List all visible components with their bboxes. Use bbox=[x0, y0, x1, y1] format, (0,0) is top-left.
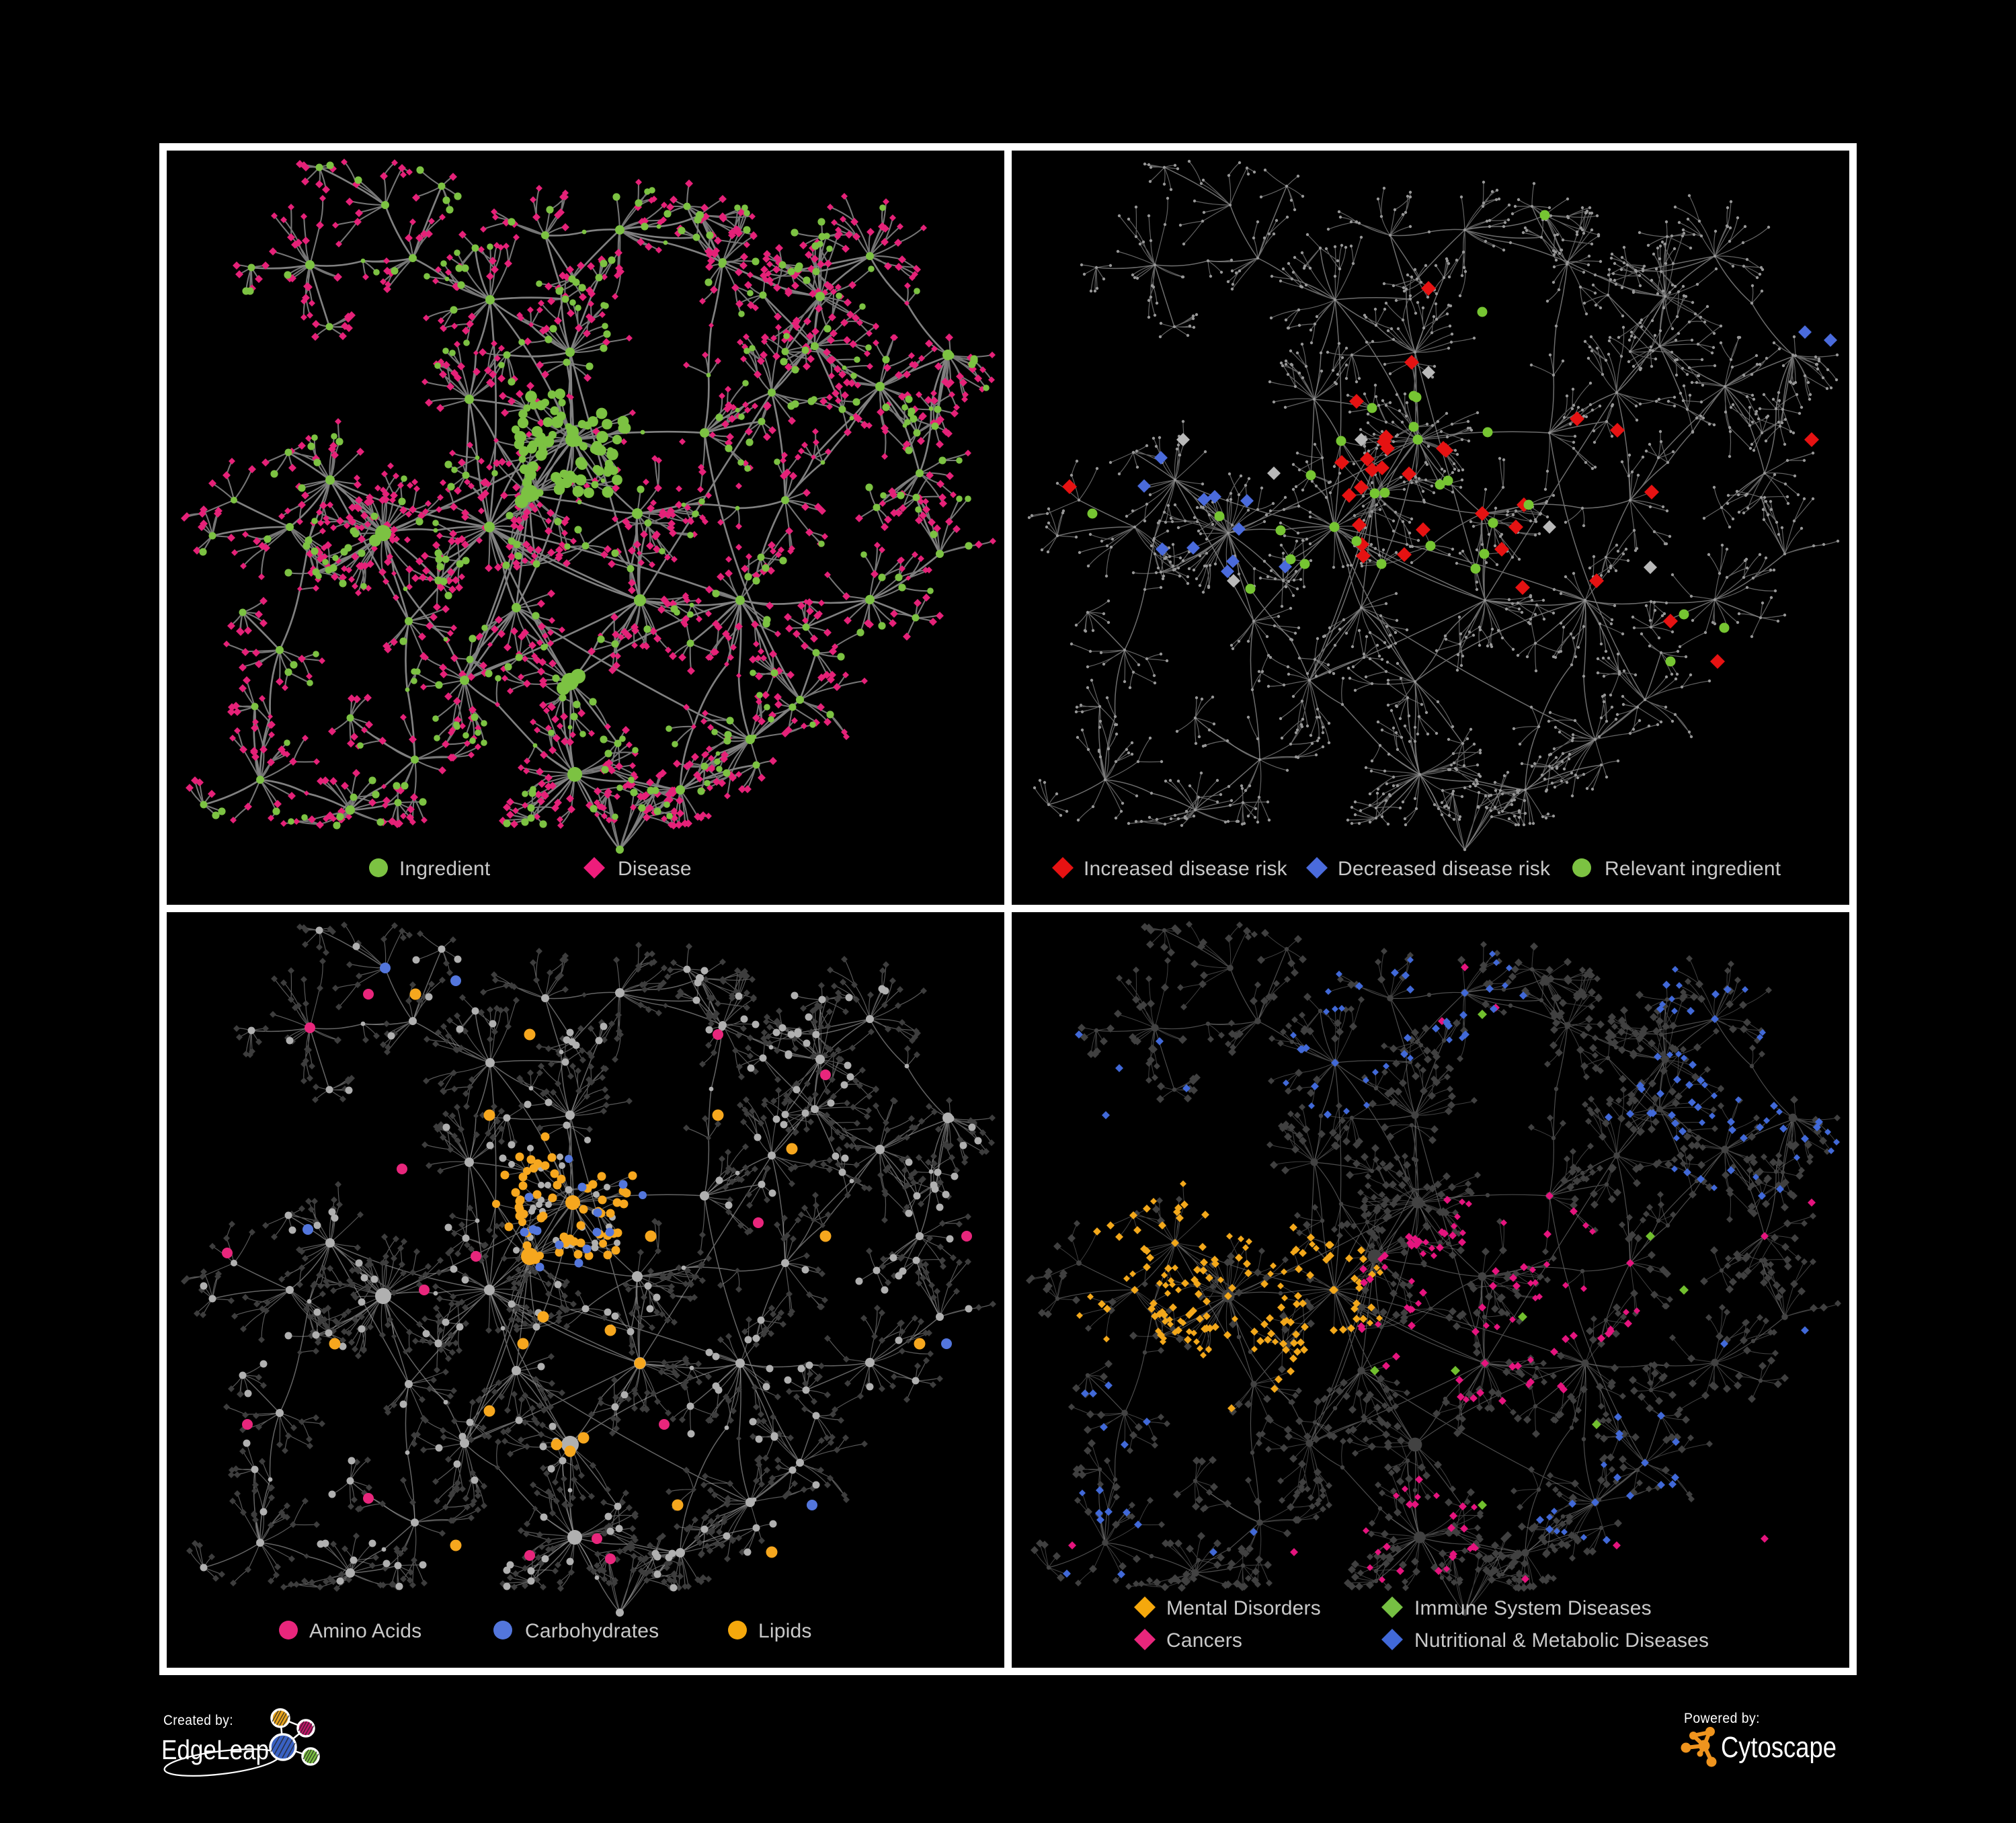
svg-text:Powered by:: Powered by: bbox=[1684, 1711, 1760, 1726]
svg-text:Lipids: Lipids bbox=[758, 1620, 812, 1642]
svg-text:Amino Acids: Amino Acids bbox=[309, 1620, 421, 1642]
svg-text:Carbohydrates: Carbohydrates bbox=[525, 1620, 659, 1642]
svg-text:Increased disease risk: Increased disease risk bbox=[1084, 858, 1288, 880]
svg-text:Immune System Diseases: Immune System Diseases bbox=[1414, 1597, 1652, 1619]
svg-text:Cytoscape: Cytoscape bbox=[1721, 1731, 1837, 1764]
svg-text:Cancers: Cancers bbox=[1166, 1629, 1242, 1652]
svg-text:Created by:: Created by: bbox=[163, 1713, 233, 1728]
svg-text:Ingredient: Ingredient bbox=[399, 858, 491, 880]
svg-text:Nutritional & Metabolic Diseas: Nutritional & Metabolic Diseases bbox=[1414, 1629, 1709, 1652]
svg-text:Relevant ingredient: Relevant ingredient bbox=[1605, 858, 1781, 880]
svg-text:Decreased disease risk: Decreased disease risk bbox=[1338, 858, 1551, 880]
svg-text:Disease: Disease bbox=[618, 858, 692, 880]
svg-text:Mental Disorders: Mental Disorders bbox=[1166, 1597, 1321, 1619]
